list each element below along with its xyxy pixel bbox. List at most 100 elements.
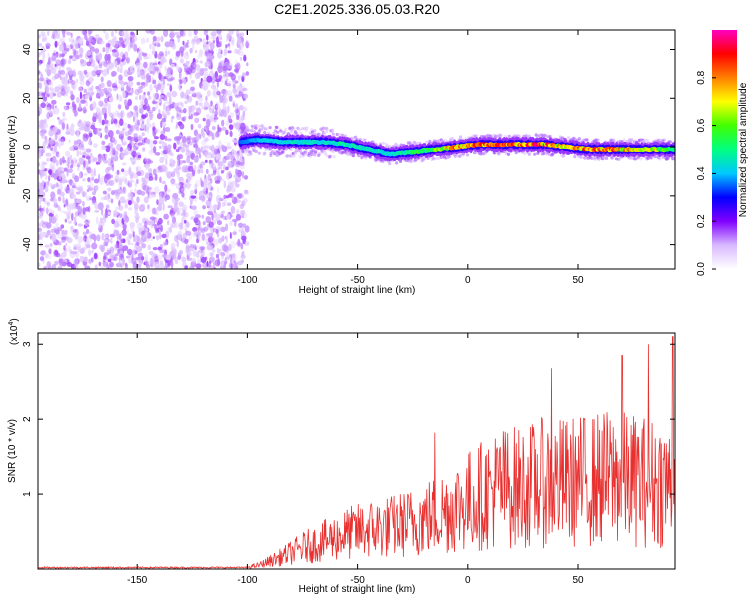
noise-cell [143, 56, 149, 60]
noise-cell [118, 259, 121, 267]
noise-cell [107, 108, 111, 115]
noise-cell [181, 160, 187, 164]
noise-cell [86, 92, 93, 99]
noise-cell [197, 259, 202, 265]
noise-cell [149, 123, 152, 128]
noise-cell [45, 83, 50, 91]
noise-cell [192, 44, 195, 50]
noise-cell [174, 31, 180, 36]
halo-cell [257, 151, 261, 155]
noise-cell [226, 152, 232, 161]
noise-cell [61, 49, 65, 54]
noise-cell [83, 69, 88, 75]
noise-cell [170, 222, 177, 228]
noise-cell [104, 32, 109, 40]
noise-cell [69, 68, 73, 77]
noise-cell [104, 53, 109, 62]
noise-cell [121, 30, 125, 37]
noise-cell [149, 139, 154, 148]
noise-cell [61, 118, 65, 123]
noise-cell [155, 87, 159, 93]
noise-cell [178, 182, 184, 187]
halo-cell [523, 151, 527, 155]
noise-cell [162, 58, 167, 63]
noise-cell [58, 173, 62, 180]
noise-cell [122, 128, 125, 132]
noise-cell [83, 109, 87, 113]
noise-cell [115, 51, 119, 56]
noise-cell [145, 165, 150, 171]
halo-cell [254, 149, 258, 153]
noise-cell [105, 92, 112, 99]
noise-cell [89, 197, 95, 201]
noise-cell [185, 151, 189, 157]
noise-cell [169, 58, 173, 66]
noise-cell [180, 187, 186, 193]
noise-cell [113, 120, 118, 125]
noise-cell [173, 248, 177, 253]
noise-cell [57, 70, 62, 78]
noise-cell [159, 134, 166, 140]
noise-cell [73, 219, 77, 225]
noise-cell [195, 133, 200, 142]
noise-cell [185, 244, 190, 252]
noise-cell [72, 229, 77, 233]
noise-cell [143, 256, 149, 262]
noise-cell [40, 197, 43, 202]
noise-cell [94, 204, 99, 210]
noise-cell [144, 98, 148, 105]
noise-cell [196, 238, 199, 244]
noise-cell [206, 118, 211, 126]
halo-cell [577, 137, 582, 141]
noise-cell [110, 156, 114, 163]
noise-cell [111, 218, 115, 225]
noise-cell [175, 221, 178, 229]
noise-cell [48, 169, 53, 174]
noise-cell [180, 85, 183, 89]
noise-cell [117, 248, 120, 254]
noise-cell [190, 79, 195, 85]
noise-cell [105, 214, 108, 219]
noise-cell [70, 225, 74, 230]
noise-cell [241, 235, 247, 241]
noise-cell [39, 256, 45, 262]
noise-cell [122, 122, 128, 126]
noise-cell [215, 104, 221, 109]
noise-cell [165, 254, 171, 261]
noise-cell [80, 99, 86, 104]
noise-cell [203, 30, 208, 36]
noise-cell [148, 112, 154, 118]
noise-cell [174, 257, 179, 265]
noise-cell [54, 40, 58, 48]
noise-cell [96, 40, 99, 45]
noise-cell [97, 84, 102, 92]
noise-cell [69, 202, 76, 210]
noise-cell [204, 256, 208, 261]
noise-cell [161, 249, 168, 254]
noise-cell [227, 171, 232, 178]
noise-cell [234, 177, 238, 185]
noise-cell [69, 249, 73, 254]
noise-cell [53, 30, 58, 35]
noise-cell [111, 163, 115, 172]
noise-cell [111, 31, 114, 37]
noise-cell [78, 119, 83, 124]
noise-cell [127, 248, 133, 256]
noise-cell [92, 102, 97, 110]
noise-cell [49, 110, 52, 116]
noise-cell [65, 102, 71, 106]
noise-cell [107, 158, 112, 166]
noise-cell [89, 95, 92, 101]
noise-cell [86, 228, 90, 235]
noise-cell [131, 150, 137, 158]
noise-cell [105, 204, 110, 209]
noise-cell [193, 244, 197, 249]
noise-cell [87, 177, 91, 182]
noise-cell [112, 40, 119, 49]
noise-cell [182, 63, 186, 67]
noise-cell [57, 241, 62, 246]
halo-cell [317, 152, 322, 156]
noise-cell [154, 92, 160, 100]
noise-cell [69, 90, 74, 96]
halo-cell [573, 155, 577, 159]
